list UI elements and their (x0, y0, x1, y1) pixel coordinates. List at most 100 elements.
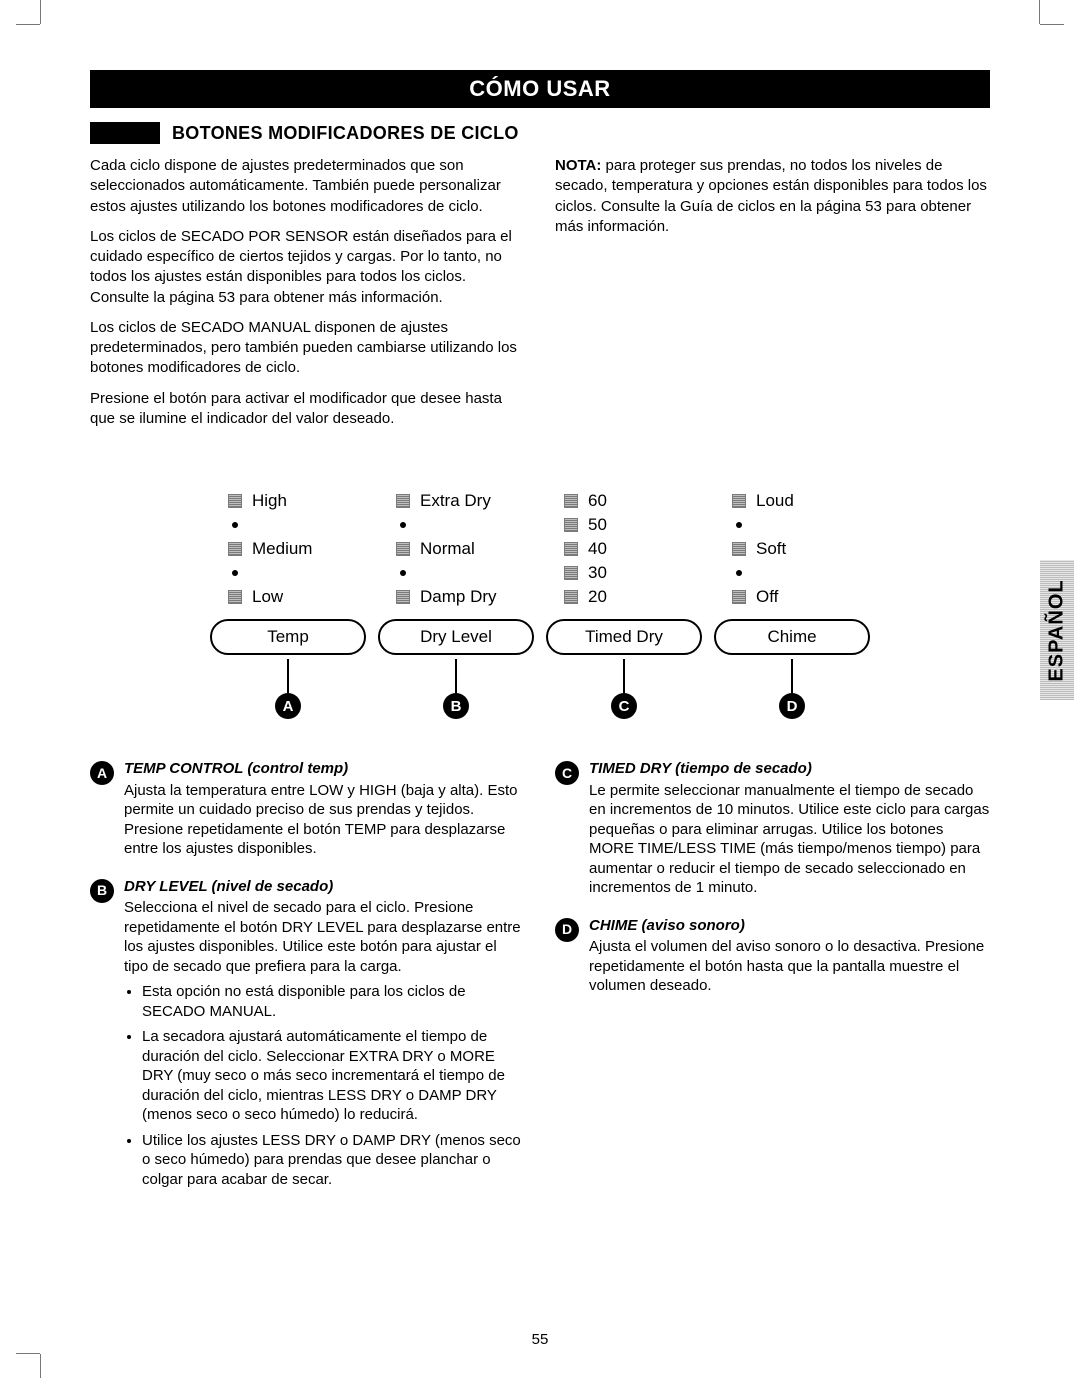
option-row: 40 (564, 537, 607, 561)
indicator-led-icon (564, 542, 578, 556)
option-row (732, 513, 756, 537)
indicator-dot-icon (232, 570, 238, 576)
connector-line-icon (791, 659, 793, 693)
indicator-led-icon (564, 566, 578, 580)
description-item: D CHIME (aviso sonoro)Ajusta el volumen d… (555, 916, 990, 996)
option-row: High (228, 489, 287, 513)
callout-marker: B (443, 693, 469, 719)
intro-left: Cada ciclo dispone de ajustes predetermi… (90, 156, 525, 439)
description-bullets: Esta opción no está disponible para los … (142, 982, 525, 1189)
description-title: DRY LEVEL (nivel de secado) (124, 877, 525, 897)
callout-marker: B (90, 879, 114, 903)
indicator-dot-icon (400, 570, 406, 576)
option-label: 20 (588, 587, 607, 607)
description-body: TEMP CONTROL (control temp)Ajusta la tem… (124, 759, 525, 859)
callout-marker: D (555, 918, 579, 942)
option-row: 50 (564, 513, 607, 537)
description-text: Ajusta el volumen del aviso sonoro o lo … (589, 937, 990, 996)
option-label: Loud (756, 491, 794, 511)
option-row: Normal (396, 537, 475, 561)
option-label: Damp Dry (420, 587, 497, 607)
description-left: ATEMP CONTROL (control temp)Ajusta la te… (90, 759, 525, 1213)
intro-para: Cada ciclo dispone de ajustes predetermi… (90, 156, 525, 217)
section-header: CÓMO USAR (90, 70, 990, 108)
callout-marker: D (779, 693, 805, 719)
indicator-dot-icon (232, 522, 238, 528)
panel-column: 6050403020Timed DryC (546, 489, 702, 719)
panel-button[interactable]: Chime (714, 619, 870, 655)
option-label: Low (252, 587, 283, 607)
description-right: CTIMED DRY (tiempo de secado)Le permite … (555, 759, 990, 1213)
subheader-row: BOTONES MODIFICADORES DE CICLO (90, 122, 990, 144)
panel-button[interactable]: Temp (210, 619, 366, 655)
description-columns: ATEMP CONTROL (control temp)Ajusta la te… (90, 759, 990, 1213)
indicator-dot-icon (736, 570, 742, 576)
option-list: 6050403020 (546, 489, 702, 609)
intro-para: Los ciclos de SECADO POR SENSOR están di… (90, 227, 525, 308)
indicator-led-icon (564, 590, 578, 604)
callout-marker: C (611, 693, 637, 719)
option-label: Normal (420, 539, 475, 559)
indicator-led-icon (228, 494, 242, 508)
option-row (396, 513, 420, 537)
description-body: CHIME (aviso sonoro)Ajusta el volumen de… (589, 916, 990, 996)
panel-column: HighMediumLowTempA (210, 489, 366, 719)
description-item: CTIMED DRY (tiempo de secado)Le permite … (555, 759, 990, 898)
option-label: Soft (756, 539, 786, 559)
option-row: Low (228, 585, 283, 609)
description-text: Le permite seleccionar manualmente el ti… (589, 781, 990, 898)
intro-para: Los ciclos de SECADO MANUAL disponen de … (90, 318, 525, 379)
indicator-led-icon (396, 542, 410, 556)
option-row (732, 561, 756, 585)
bullet-item: Utilice los ajustes LESS DRY o DAMP DRY … (142, 1131, 525, 1190)
option-label: 50 (588, 515, 607, 535)
panel-button[interactable]: Dry Level (378, 619, 534, 655)
description-body: DRY LEVEL (nivel de secado)Selecciona el… (124, 877, 525, 1196)
subheader-block-icon (90, 122, 160, 144)
indicator-led-icon (564, 518, 578, 532)
option-label: Extra Dry (420, 491, 491, 511)
option-row: Soft (732, 537, 786, 561)
note-text: para proteger sus prendas, no todos los … (555, 157, 987, 235)
panel-column: Loud Soft Off Chime D (714, 489, 870, 719)
panel-button[interactable]: Timed Dry (546, 619, 702, 655)
intro-columns: Cada ciclo dispone de ajustes predetermi… (90, 156, 990, 439)
option-label: High (252, 491, 287, 511)
language-tab-label: ESPAÑOL (1046, 579, 1069, 681)
crop-mark (40, 10, 70, 40)
control-panel-diagram: HighMediumLowTempAExtra DryNormalDamp Dr… (210, 489, 870, 719)
option-row: Loud (732, 489, 794, 513)
option-label: Medium (252, 539, 312, 559)
option-row (228, 561, 252, 585)
indicator-dot-icon (400, 522, 406, 528)
intro-right: NOTA: para proteger sus prendas, no todo… (555, 156, 990, 439)
indicator-led-icon (732, 494, 746, 508)
indicator-led-icon (732, 590, 746, 604)
connector-line-icon (455, 659, 457, 693)
description-title: TEMP CONTROL (control temp) (124, 759, 525, 779)
indicator-led-icon (396, 494, 410, 508)
callout-marker: C (555, 761, 579, 785)
option-list: Loud Soft Off (714, 489, 870, 609)
indicator-led-icon (732, 542, 746, 556)
option-row: Extra Dry (396, 489, 491, 513)
description-title: CHIME (aviso sonoro) (589, 916, 990, 936)
description-text: Selecciona el nivel de secado para el ci… (124, 898, 525, 976)
option-row (228, 513, 252, 537)
page-number: 55 (0, 1331, 1080, 1348)
crop-mark (1010, 10, 1040, 40)
option-label: Off (756, 587, 778, 607)
connector-line-icon (287, 659, 289, 693)
indicator-led-icon (564, 494, 578, 508)
option-list: High Medium Low (210, 489, 366, 609)
indicator-led-icon (228, 542, 242, 556)
indicator-dot-icon (736, 522, 742, 528)
bullet-item: La secadora ajustará automáticamente el … (142, 1027, 525, 1125)
subheader-title: BOTONES MODIFICADORES DE CICLO (172, 123, 519, 144)
intro-para: Presione el botón para activar el modifi… (90, 389, 525, 430)
bullet-item: Esta opción no está disponible para los … (142, 982, 525, 1021)
language-tab: ESPAÑOL (1040, 560, 1074, 700)
note-label: NOTA: (555, 157, 601, 174)
option-label: 40 (588, 539, 607, 559)
option-list: Extra Dry Normal Damp Dry (378, 489, 534, 609)
